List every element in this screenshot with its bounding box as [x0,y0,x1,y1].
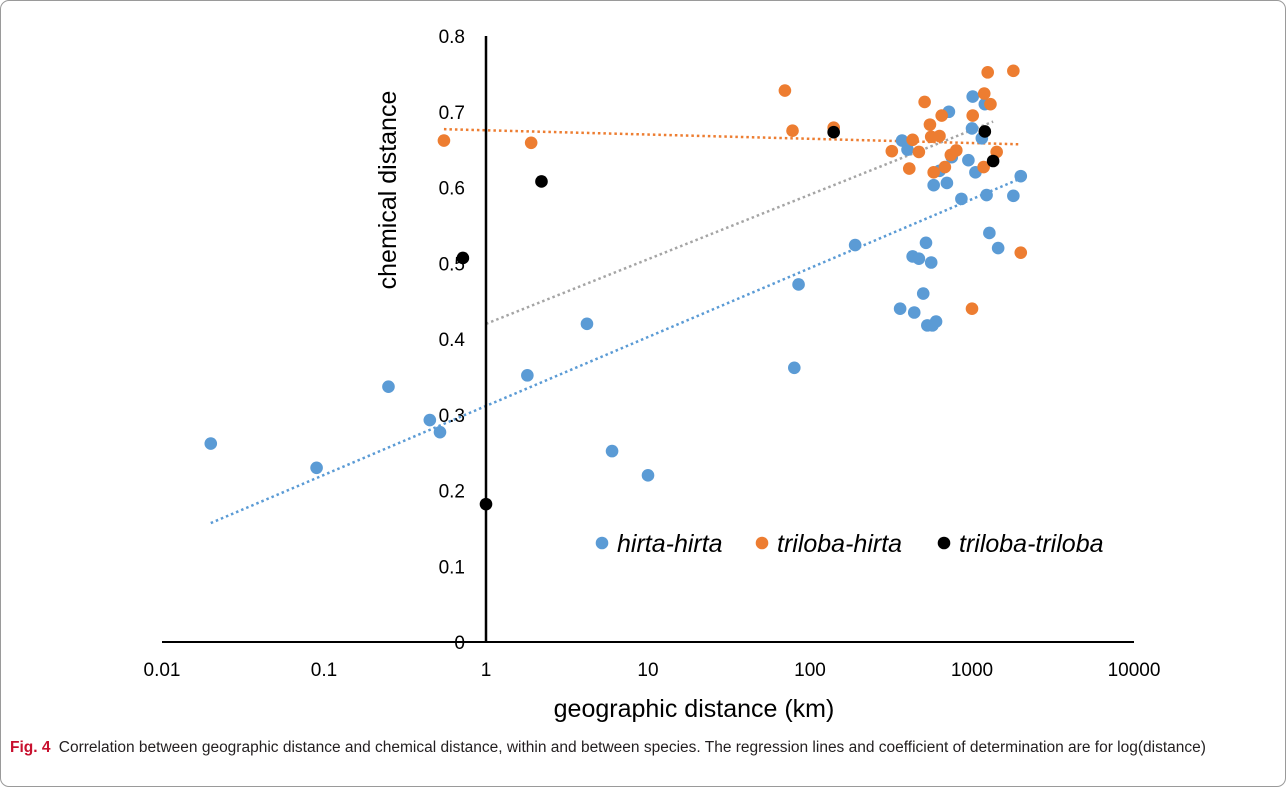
legend-marker-triloba-triloba [937,536,951,550]
axes [162,36,1134,643]
x-tick-label: 1000 [951,660,993,681]
y-axis-title: chemical distance [374,91,402,290]
point-triloba-hirta [437,134,451,147]
trendline-hirta-hirta [210,177,1022,525]
point-hirta-hirta [929,315,943,328]
point-triloba-hirta [977,87,991,100]
x-tick-label: 1 [481,660,492,681]
point-hirta-hirta [423,413,437,427]
point-hirta-hirta [580,317,594,331]
point-triloba-hirta [902,162,916,175]
point-hirta-hirta [788,361,801,375]
scatter-chart: 0.01 0.1 1 10 100 1000 10000 00.10.20.30.40.50… [144,27,1161,723]
point-hirta-hirta [966,90,980,103]
point-hirta-hirta [848,238,862,252]
point-hirta-hirta [916,287,930,300]
figure-caption: Fig. 4 Correlation between geographic di… [10,737,1275,759]
point-triloba-triloba [535,175,548,188]
point-hirta-hirta [1014,169,1028,183]
point-triloba-triloba [827,125,840,139]
y-tick-label: 0.8 [439,27,465,48]
x-tick-label: 0.1 [311,660,337,681]
point-hirta-hirta [924,256,938,269]
point-triloba-triloba [986,154,1000,168]
point-triloba-hirta [977,160,990,174]
trendline-triloba-hirta [443,127,1021,146]
point-triloba-hirta [981,66,994,79]
point-triloba-hirta [918,95,931,109]
legend-label-triloba-hirta: triloba-hirta [777,530,902,558]
y-tick-label: 0.4 [439,330,466,351]
point-hirta-hirta [310,461,323,475]
y-tick-label: 0 [454,633,465,654]
legend-label-triloba-triloba: triloba-triloba [959,530,1104,558]
x-tick-label: 100 [794,660,826,681]
point-triloba-hirta [966,109,980,122]
point-triloba-triloba [978,125,992,138]
y-tick-label: 0.6 [439,179,465,200]
point-hirta-hirta [927,178,940,192]
point-hirta-hirta [204,437,218,450]
point-hirta-hirta [907,306,921,319]
caption-text: Correlation between geographic distance … [58,739,1206,756]
y-tick-labels: 00.10.20.30.40.50.60.70.8 [439,27,466,654]
point-hirta-hirta [792,278,805,291]
y-tick-label: 0.3 [439,406,465,427]
x-tick-label: 0.01 [144,660,181,681]
y-tick-label: 0.1 [439,557,465,578]
point-hirta-hirta [940,176,954,190]
point-hirta-hirta [893,302,907,316]
figure-label: Fig. 4 [10,739,51,756]
point-hirta-hirta [605,444,619,458]
point-triloba-hirta [933,129,946,143]
point-triloba-hirta [786,124,799,137]
point-hirta-hirta [965,122,979,135]
point-triloba-hirta [906,133,919,147]
point-triloba-triloba [479,497,493,511]
legend-marker-triloba-hirta [755,536,769,550]
point-hirta-hirta [433,425,447,439]
point-triloba-triloba [456,251,470,265]
point-triloba-hirta [524,136,538,150]
trendlines [210,120,1022,525]
x-tick-label: 10000 [1108,660,1161,681]
y-tick-label: 0.7 [439,103,465,124]
point-hirta-hirta [983,226,996,240]
legend: hirta-hirta triloba-hirta triloba-triloba [595,530,1104,558]
point-triloba-hirta [1007,64,1020,78]
legend-label-hirta-hirta: hirta-hirta [617,530,723,558]
point-hirta-hirta [521,369,534,382]
y-tick-label: 0.2 [439,482,465,503]
point-hirta-hirta [641,469,655,482]
point-hirta-hirta [919,236,933,250]
point-triloba-hirta [778,84,792,97]
point-triloba-hirta [938,160,952,174]
point-hirta-hirta [1007,189,1020,203]
point-triloba-hirta [912,145,926,159]
point-triloba-hirta [935,109,948,122]
point-triloba-hirta [965,302,979,316]
x-tick-label: 10 [637,660,658,681]
point-triloba-hirta [1014,246,1028,259]
point-hirta-hirta [895,134,909,147]
point-hirta-hirta [382,380,395,394]
x-axis-title: geographic distance (km) [554,695,835,723]
point-hirta-hirta [955,192,968,206]
point-hirta-hirta [912,252,926,266]
data-points [204,64,1028,511]
point-hirta-hirta [901,143,914,156]
point-triloba-hirta [927,166,940,179]
point-hirta-hirta [980,188,993,202]
point-hirta-hirta [962,153,975,167]
point-hirta-hirta [991,241,1005,255]
point-triloba-hirta [984,97,997,111]
point-triloba-hirta [923,118,937,131]
legend-marker-hirta-hirta [595,536,609,550]
point-triloba-hirta [885,144,899,158]
x-tick-labels: 0.01 0.1 1 10 100 1000 10000 [144,660,1161,681]
point-triloba-hirta [950,144,963,157]
